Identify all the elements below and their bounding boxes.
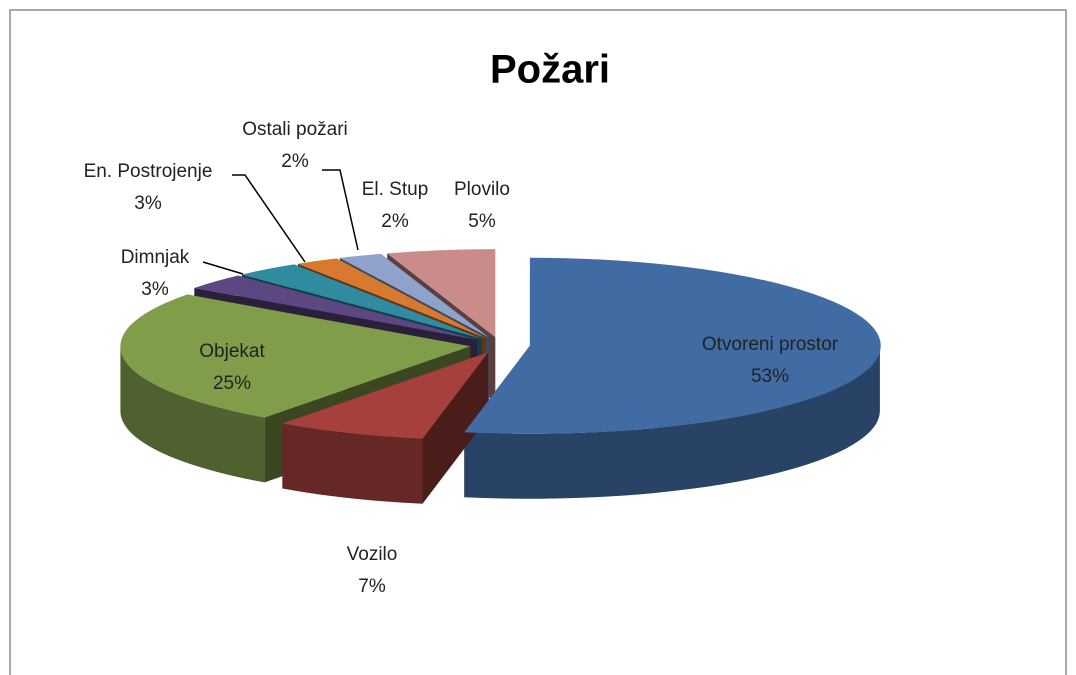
data-label-name: Dimnjak: [121, 247, 190, 268]
data-label-value: 2%: [281, 151, 309, 172]
slice-wall: [464, 345, 880, 499]
data-label-name: Vozilo: [347, 544, 398, 565]
pie-slice: [282, 352, 489, 439]
data-label-name: El. Stup: [362, 179, 429, 200]
pie-slice: [298, 258, 486, 338]
data-label-value: 7%: [358, 576, 386, 597]
data-label-name: Ostali požari: [242, 119, 348, 140]
data-label-value: 3%: [134, 193, 162, 214]
slice-wall: [120, 346, 265, 483]
pie-slice: [339, 253, 489, 338]
chart-title: Požari: [490, 48, 610, 92]
pie-slice: [464, 257, 881, 434]
data-label-value: 3%: [141, 279, 169, 300]
data-label-name: Otvoreni prostor: [702, 334, 839, 355]
slice-wall: [282, 423, 423, 504]
data-label-name: Plovilo: [454, 179, 510, 200]
data-label-value: 5%: [468, 211, 496, 232]
leader-line: [232, 174, 306, 263]
data-label-name: En. Postrojenje: [84, 161, 213, 182]
data-label-value: 53%: [751, 366, 789, 387]
data-label-name: Objekat: [199, 341, 265, 362]
pie-slice: [387, 249, 496, 338]
pie-slice: [194, 275, 478, 340]
pie-slice: [242, 264, 482, 339]
pie-slice: [120, 294, 471, 418]
leader-line: [322, 169, 359, 251]
data-label-value: 25%: [213, 373, 251, 394]
leader-line: [202, 261, 244, 275]
data-label-value: 2%: [381, 211, 409, 232]
